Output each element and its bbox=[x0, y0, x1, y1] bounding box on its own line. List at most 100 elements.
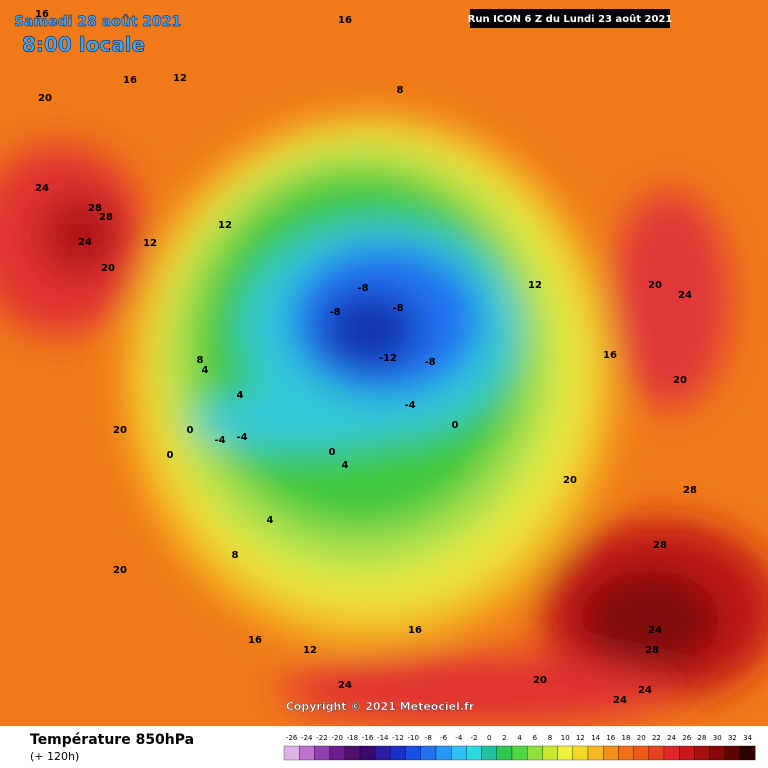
run-banner bbox=[470, 9, 670, 28]
footer-title: Température 850hPa bbox=[30, 732, 194, 748]
colorbar-tick-label: -24 bbox=[301, 734, 313, 742]
contour-label: 8 bbox=[232, 550, 239, 561]
footer-lead: (+ 120h) bbox=[30, 750, 79, 763]
contour-label: 0 bbox=[452, 420, 459, 431]
contour-label: 16 bbox=[35, 9, 49, 20]
colorbar-swatch bbox=[314, 745, 330, 761]
colorbar-swatch bbox=[527, 745, 543, 761]
colorbar-tick-label: -20 bbox=[331, 734, 342, 742]
colorbar-tick-label: -8 bbox=[425, 734, 432, 742]
colorbar-swatch bbox=[451, 745, 467, 761]
colorbar-tick-label: -14 bbox=[377, 734, 389, 742]
colorbar-swatch bbox=[603, 745, 619, 761]
contour-label: -4 bbox=[214, 435, 225, 446]
contour-label: -12 bbox=[379, 353, 397, 364]
colorbar-swatch bbox=[481, 745, 497, 761]
colorbar-swatch bbox=[648, 745, 665, 761]
contour-label: -8 bbox=[357, 283, 368, 294]
colorbar-swatch bbox=[420, 745, 437, 761]
contour-label: 0 bbox=[329, 447, 336, 458]
date-text: Samedi 28 août 2021 bbox=[14, 14, 181, 30]
colorbar-tick-label: 28 bbox=[698, 734, 707, 742]
contour-label: 20 bbox=[533, 675, 547, 686]
contour-label: -8 bbox=[392, 303, 403, 314]
colorbar-tick-label: -2 bbox=[471, 734, 478, 742]
contour-label: 12 bbox=[303, 645, 317, 656]
colorbar-swatch bbox=[359, 745, 376, 761]
colorbar-tick-label: 12 bbox=[576, 734, 585, 742]
colorbar-swatch bbox=[344, 745, 361, 761]
colorbar-swatch bbox=[405, 745, 421, 761]
colorbar-tick-label: 16 bbox=[606, 734, 615, 742]
colorbar-swatch bbox=[618, 745, 634, 761]
colorbar-tick-label: 32 bbox=[728, 734, 737, 742]
contour-label: 8 bbox=[197, 355, 204, 366]
contour-label: 28 bbox=[99, 212, 113, 223]
contour-label: 24 bbox=[613, 695, 627, 706]
contour-label: 24 bbox=[338, 680, 352, 691]
colorbar-tick-label: 14 bbox=[591, 734, 600, 742]
contour-label: 0 bbox=[167, 450, 174, 461]
colorbar-swatch bbox=[496, 745, 513, 761]
time-text: 8:00 locale bbox=[22, 33, 145, 57]
colorbar-tick-label: 24 bbox=[667, 734, 676, 742]
colorbar-tick-label: 0 bbox=[487, 734, 491, 742]
colorbar-tick-label: -10 bbox=[407, 734, 418, 742]
colorbar-tick-label: 30 bbox=[713, 734, 722, 742]
colorbar-tick-label: 26 bbox=[682, 734, 691, 742]
colorbar-swatch bbox=[724, 745, 741, 761]
colorbar-tick-label: 4 bbox=[517, 734, 522, 742]
colorbar-swatch bbox=[572, 745, 589, 761]
contour-label: 8 bbox=[397, 85, 404, 96]
contour-label: 16 bbox=[338, 15, 352, 26]
colorbar-swatch bbox=[466, 745, 482, 761]
contour-label: -8 bbox=[424, 357, 435, 368]
contour-label: 20 bbox=[113, 565, 127, 576]
contour-label: 28 bbox=[88, 203, 102, 214]
contour-label: 12 bbox=[528, 280, 542, 291]
contour-label: 24 bbox=[78, 237, 92, 248]
colorbar-swatch bbox=[375, 745, 391, 761]
run-text: Run ICON 6 Z du Lundi 23 août 2021 bbox=[468, 13, 673, 25]
contour-label: 4 bbox=[237, 390, 244, 401]
contour-label: 20 bbox=[673, 375, 687, 386]
colorbar-swatch bbox=[542, 745, 558, 761]
contour-label: 28 bbox=[683, 485, 697, 496]
contour-label: 16 bbox=[408, 625, 422, 636]
contour-label: 16 bbox=[248, 635, 262, 646]
colorbar-tick-label: -18 bbox=[347, 734, 358, 742]
colorbar-tick-label: -16 bbox=[362, 734, 374, 742]
colorbar-swatch bbox=[709, 745, 725, 761]
colorbar-swatch bbox=[511, 745, 528, 761]
colorbar-swatch bbox=[299, 745, 315, 761]
contour-label: 16 bbox=[603, 350, 617, 361]
contour-label: 20 bbox=[113, 425, 127, 436]
contour-label: 24 bbox=[678, 290, 692, 301]
contour-label: 4 bbox=[267, 515, 274, 526]
colorbar-swatch bbox=[329, 745, 345, 761]
contour-label: 24 bbox=[638, 685, 652, 696]
contour-label: 16 bbox=[123, 75, 137, 86]
contour-label: 24 bbox=[35, 183, 49, 194]
colorbar-tick-label: -22 bbox=[316, 734, 327, 742]
contour-label: 0 bbox=[187, 425, 194, 436]
colorbar-tick-label: 6 bbox=[533, 734, 538, 742]
colorbar-swatch bbox=[283, 745, 300, 761]
colorbar-tick-label: -6 bbox=[440, 734, 448, 742]
colorbar-tick-label: -4 bbox=[455, 734, 463, 742]
contour-label: 4 bbox=[202, 365, 209, 376]
contour-label: -8 bbox=[329, 307, 340, 318]
contour-label: 20 bbox=[101, 263, 115, 274]
colorbar-swatch bbox=[739, 745, 756, 761]
colorbar-tick-label: 22 bbox=[652, 734, 661, 742]
colorbar-swatch bbox=[435, 745, 452, 761]
contour-label: 20 bbox=[38, 93, 52, 104]
contour-label: -4 bbox=[236, 432, 247, 443]
colorbar-tick-label: 10 bbox=[561, 734, 570, 742]
colorbar-swatch bbox=[587, 745, 604, 761]
colorbar-swatch bbox=[663, 745, 680, 761]
contour-label: 12 bbox=[173, 73, 187, 84]
colorbar: -26 -24 -22 -20 -18 -16 -14 -12 -10 -8 -6 -4 -2 0 2 4 6 8… bbox=[283, 734, 756, 761]
